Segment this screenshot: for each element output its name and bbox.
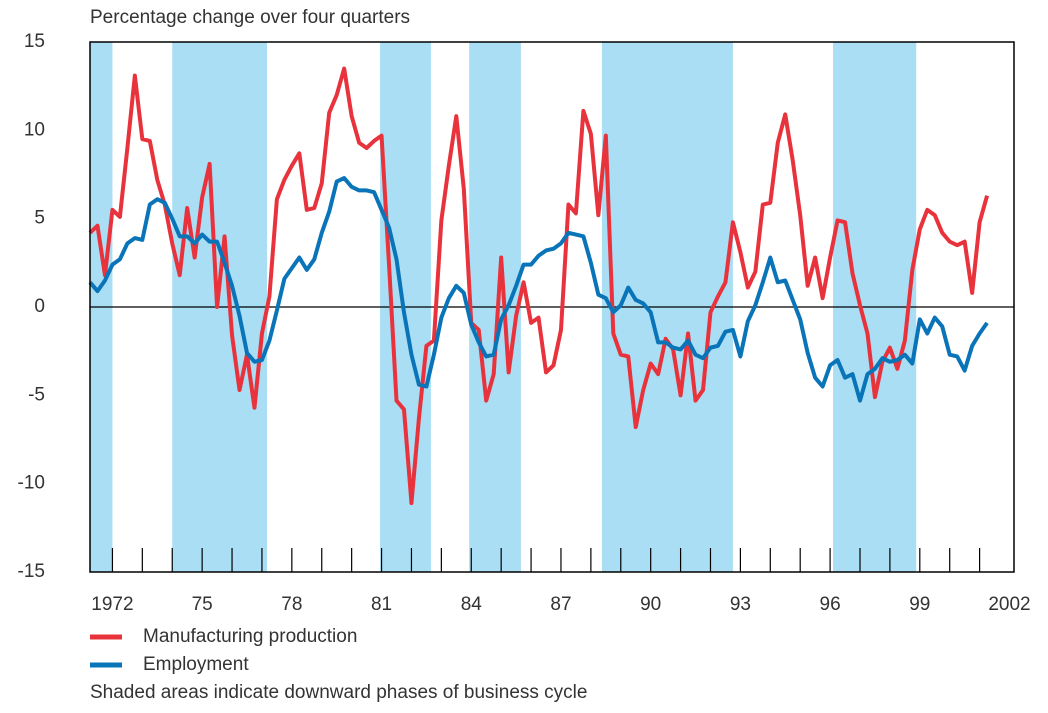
data-line bbox=[88, 176, 989, 403]
x-tick-label: 96 bbox=[820, 594, 841, 615]
data-line bbox=[88, 66, 990, 506]
y-tick-label: -5 bbox=[28, 384, 45, 405]
y-tick-label: -15 bbox=[18, 561, 45, 582]
x-tick-label: 90 bbox=[640, 594, 661, 615]
x-tick-label: 87 bbox=[550, 594, 571, 615]
x-tick-label: 84 bbox=[461, 594, 483, 615]
x-tick-label: 81 bbox=[371, 594, 392, 615]
y-tick-label: 10 bbox=[24, 119, 45, 140]
x-tick-label: 75 bbox=[192, 594, 213, 615]
x-tick-label: 2002 bbox=[988, 594, 1030, 615]
legend-label: Manufacturing production bbox=[143, 626, 357, 647]
y-tick-label: -10 bbox=[18, 473, 45, 494]
footnote: Shaded areas indicate downward phases of… bbox=[90, 682, 587, 703]
x-tick-label: 93 bbox=[730, 594, 751, 615]
x-tick-label: 78 bbox=[281, 594, 302, 615]
x-tick-label: 1972 bbox=[91, 594, 133, 615]
y-tick-label: 15 bbox=[24, 31, 45, 52]
y-tick-label: 0 bbox=[34, 296, 45, 317]
y-tick-label: 5 bbox=[34, 208, 45, 229]
chart-title: Percentage change over four quarters bbox=[90, 7, 410, 28]
legend-label: Employment bbox=[143, 654, 249, 675]
x-tick-label: 99 bbox=[909, 594, 930, 615]
plot-frame bbox=[89, 41, 1015, 573]
